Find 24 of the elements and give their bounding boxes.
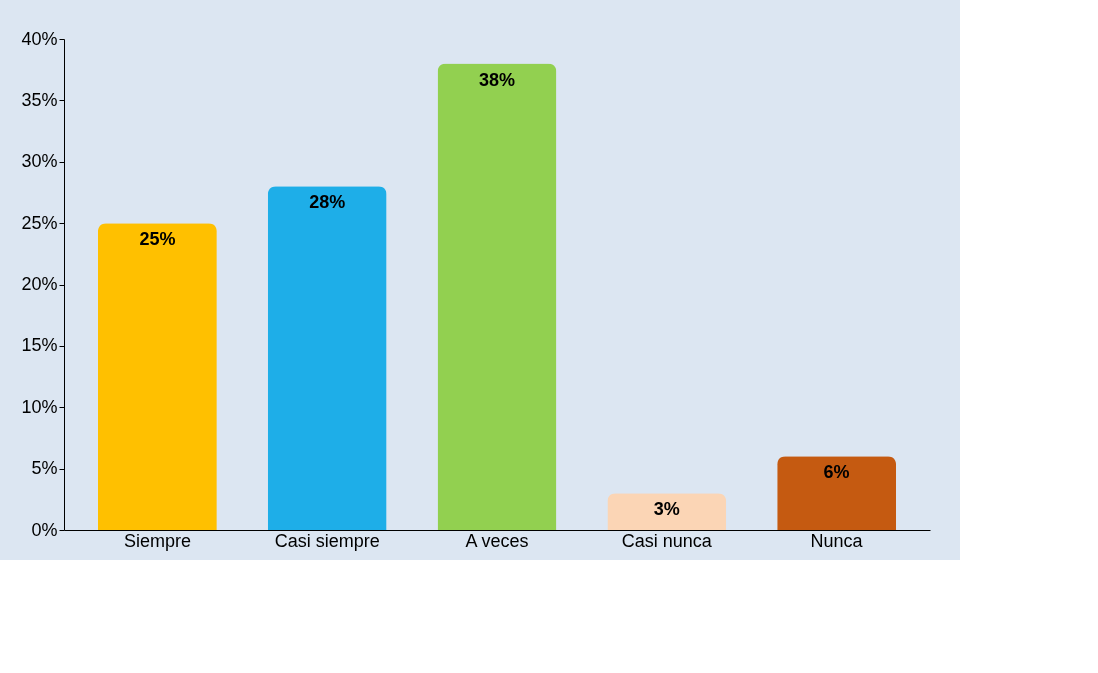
- bar: [777, 456, 897, 530]
- y-tick-label: 5%: [31, 458, 58, 479]
- bar: [607, 493, 727, 530]
- y-tick-label: 25%: [21, 212, 58, 233]
- data-label: 6%: [823, 462, 850, 483]
- data-label: 25%: [139, 229, 176, 250]
- data-label: 28%: [309, 192, 346, 213]
- y-tick-label: 15%: [21, 335, 58, 356]
- y-tick-label: 30%: [21, 151, 58, 172]
- y-tick-label: 20%: [21, 274, 58, 294]
- y-tick-label: 0%: [31, 519, 58, 540]
- y-tick-label: 10%: [21, 396, 58, 417]
- bar: [437, 63, 557, 530]
- bar: [267, 186, 387, 530]
- x-tick-label: Nunca: [810, 530, 864, 551]
- data-label: 38%: [478, 69, 516, 90]
- x-tick-label: Casi siempre: [274, 530, 380, 551]
- bar: [97, 223, 217, 530]
- y-tick-label: 40%: [21, 28, 58, 49]
- y-tick-label: 35%: [21, 89, 58, 110]
- x-tick-label: A veces: [465, 530, 529, 551]
- data-label: 3%: [653, 499, 680, 520]
- x-tick-label: Siempre: [123, 530, 191, 551]
- x-tick-label: Casi nunca: [621, 530, 713, 551]
